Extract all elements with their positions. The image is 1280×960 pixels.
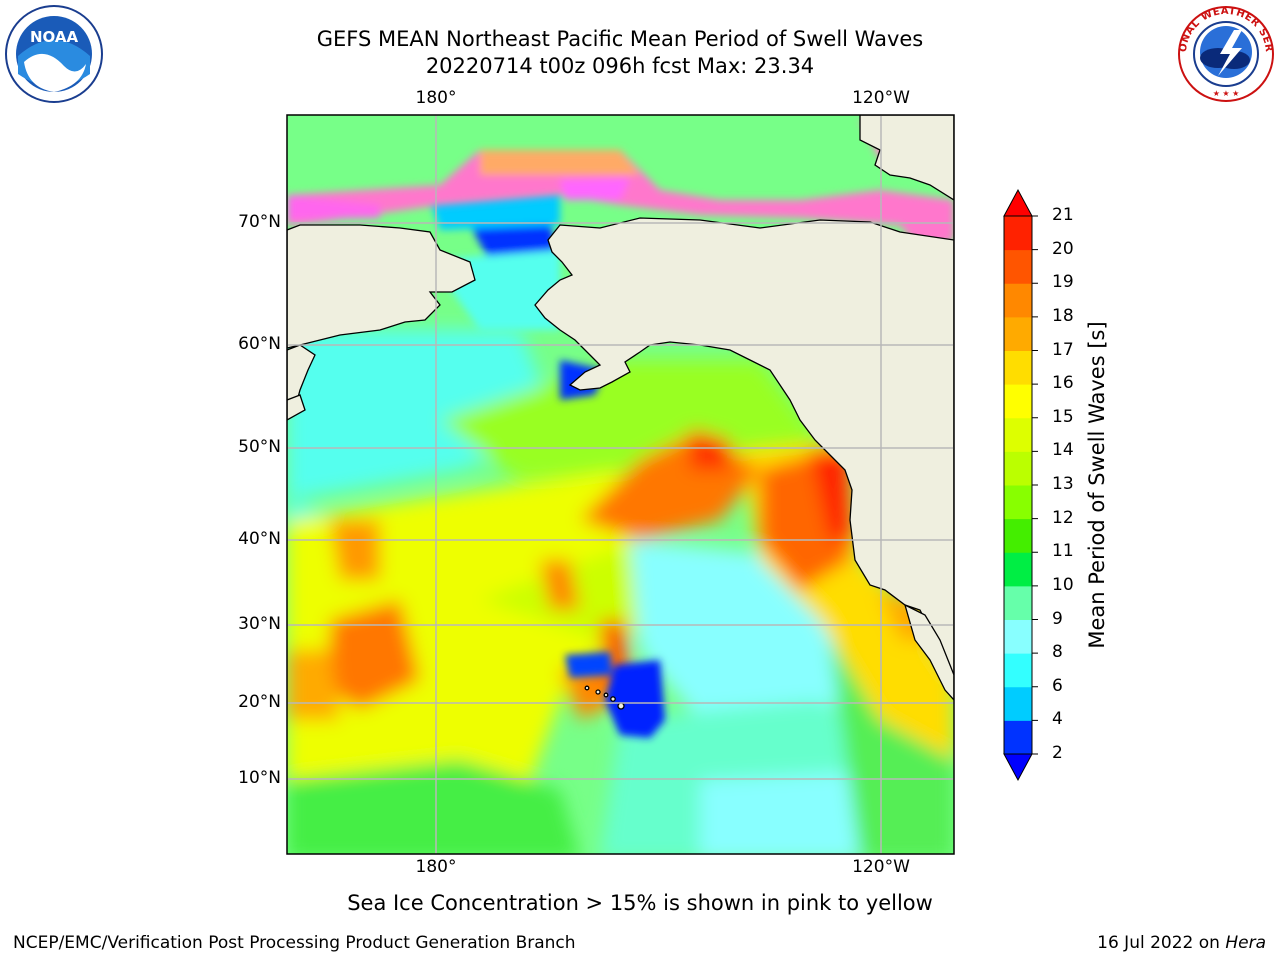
nws-stars-icon: ★ ★ ★ bbox=[1213, 89, 1240, 98]
map-area bbox=[287, 115, 954, 854]
colorbar-tick-label: 20 bbox=[1052, 238, 1074, 259]
colorbar-tick-label: 6 bbox=[1052, 675, 1063, 696]
colorbar-tick-label: 2 bbox=[1052, 743, 1063, 763]
footer-credit: NCEP/EMC/Verification Post Processing Pr… bbox=[13, 933, 576, 953]
chart-subtitle: 20220714 t00z 096h fcst Max: 23.34 bbox=[425, 54, 815, 78]
colorbar bbox=[1003, 188, 1038, 782]
colorbar-tick-label: 19 bbox=[1052, 272, 1074, 293]
lat-label-50n: 50°N bbox=[238, 437, 281, 457]
lat-label-40n: 40°N bbox=[238, 529, 281, 549]
colorbar-under-arrow bbox=[1003, 753, 1033, 782]
noaa-logo: NOAA bbox=[5, 5, 103, 103]
colorbar-segment bbox=[1004, 451, 1032, 486]
footer-machine: Hera bbox=[1225, 933, 1266, 953]
colorbar-segment bbox=[1004, 485, 1032, 520]
colorbar-segment bbox=[1004, 216, 1032, 251]
map-frame bbox=[286, 114, 955, 855]
colorbar-segment bbox=[1004, 686, 1032, 721]
colorbar-label: Mean Period of Swell Waves [s] bbox=[1085, 321, 1109, 649]
colorbar-segment bbox=[1004, 316, 1032, 351]
lon-label-bottom-180: 180° bbox=[415, 857, 457, 877]
colorbar-segment bbox=[1004, 384, 1032, 419]
colorbar-segment bbox=[1004, 552, 1032, 587]
footer-date: 16 Jul 2022 on Hera bbox=[1097, 933, 1266, 953]
lat-label-70n: 70°N bbox=[238, 212, 281, 232]
colorbar-tick-label: 8 bbox=[1052, 642, 1063, 663]
colorbar-tick-label: 18 bbox=[1052, 305, 1074, 326]
colorbar-tick-label: 15 bbox=[1052, 406, 1074, 427]
chart-title: GEFS MEAN Northeast Pacific Mean Period … bbox=[316, 27, 924, 51]
colorbar-tick-label: 14 bbox=[1052, 440, 1074, 461]
lat-label-60n: 60°N bbox=[238, 334, 281, 354]
swell-period-field bbox=[287, 330, 954, 854]
colorbar-tick-label: 10 bbox=[1052, 574, 1074, 595]
colorbar-segment bbox=[1004, 653, 1032, 688]
colorbar-segment bbox=[1004, 585, 1032, 620]
colorbar-tick-label: 11 bbox=[1052, 541, 1074, 562]
colorbar-tick-label: 4 bbox=[1052, 709, 1063, 730]
colorbar-segment bbox=[1004, 417, 1032, 452]
colorbar-tick-label: 16 bbox=[1052, 373, 1074, 394]
colorbar-segment bbox=[1004, 619, 1032, 654]
graticule bbox=[287, 115, 954, 854]
colorbar-tick-label: 13 bbox=[1052, 474, 1074, 494]
colorbar-tick-label: 21 bbox=[1052, 205, 1074, 225]
nws-logo: NATIONAL WEATHER SERVICE ★ ★ ★ bbox=[1176, 4, 1274, 102]
colorbar-tick-label: 9 bbox=[1052, 608, 1063, 629]
colorbar-segment bbox=[1004, 350, 1032, 385]
colorbar-segment bbox=[1004, 283, 1032, 318]
lat-label-10n: 10°N bbox=[238, 768, 281, 788]
lon-label-top-180: 180° bbox=[415, 88, 457, 108]
colorbar-tick-label: 12 bbox=[1052, 507, 1074, 528]
footer-date-text: 16 Jul 2022 on bbox=[1097, 933, 1226, 953]
lon-label-bottom-120w: 120°W bbox=[852, 857, 910, 877]
noaa-logo-text: NOAA bbox=[30, 28, 79, 46]
sea-ice-note: Sea Ice Concentration > 15% is shown in … bbox=[347, 891, 933, 915]
lat-label-20n: 20°N bbox=[238, 692, 281, 712]
lat-label-30n: 30°N bbox=[238, 614, 281, 634]
colorbar-tick-label: 17 bbox=[1052, 339, 1074, 360]
land bbox=[287, 115, 954, 710]
colorbar-segment bbox=[1004, 518, 1032, 553]
colorbar-segment bbox=[1004, 249, 1032, 284]
colorbar-segment bbox=[1004, 720, 1032, 755]
colorbar-over-arrow bbox=[1003, 188, 1033, 217]
lon-label-top-120w: 120°W bbox=[852, 88, 910, 108]
